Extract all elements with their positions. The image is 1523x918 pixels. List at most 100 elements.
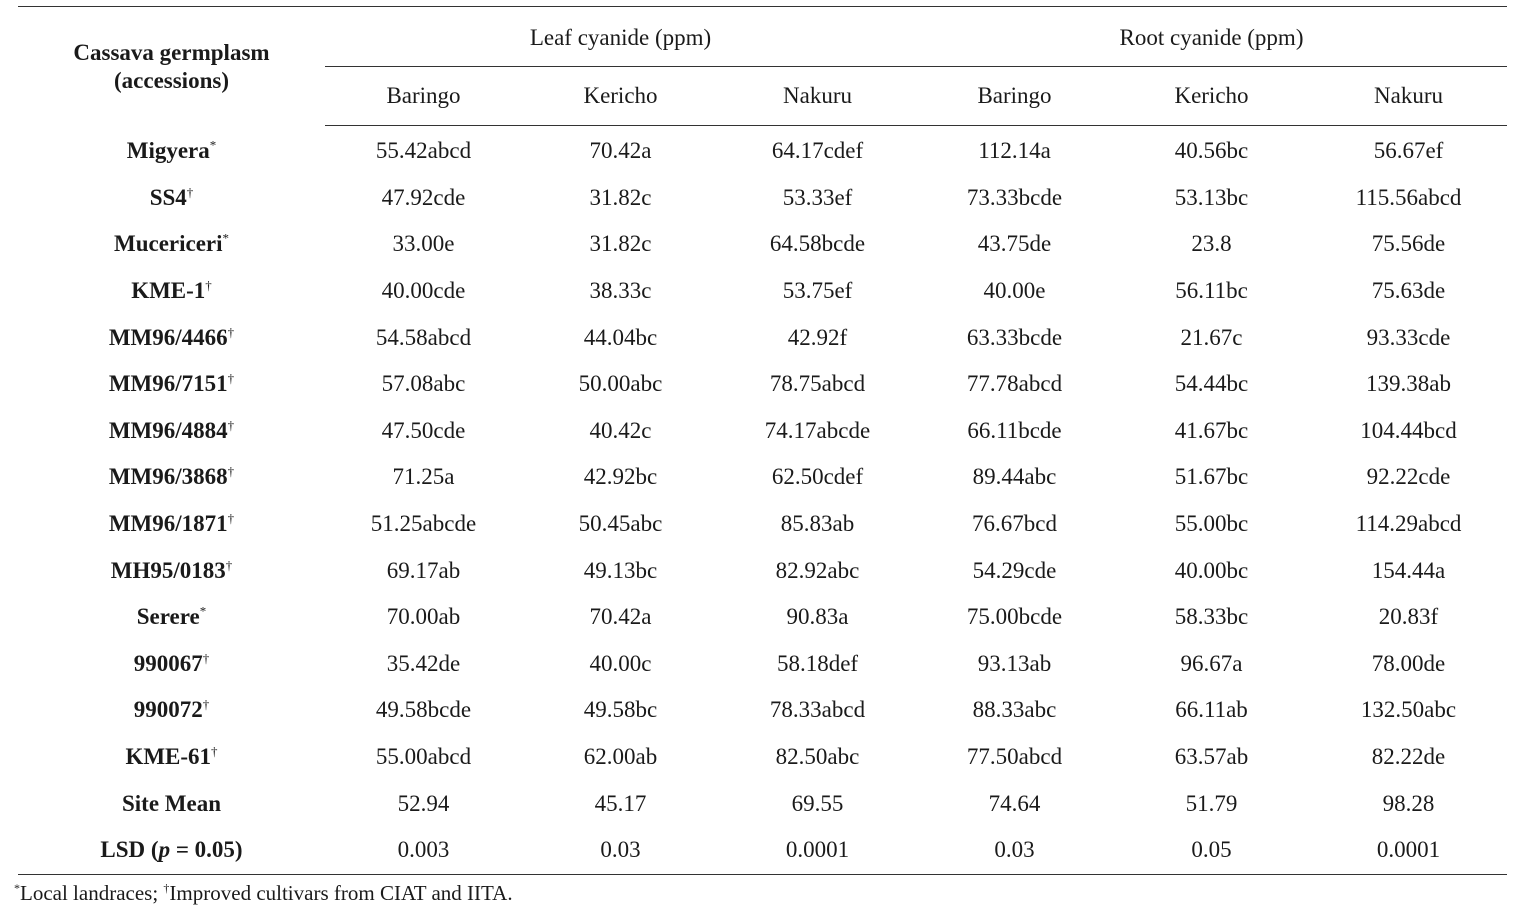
germplasm-column-header: Cassava germplasm (accessions) [18,6,325,126]
value-cell: 75.00bcde [966,604,1063,630]
value-cell: 93.33cde [1366,324,1451,350]
corner-line-1: Cassava germplasm [73,40,270,66]
corner-line-2: (accessions) [114,68,229,94]
table-row: MH95/0183† 69.17ab 49.13bc 82.92abc 54.29cde… [18,547,1507,594]
table-body: Migyera* 55.42abcd 70.42a 64.17cdef 112.14a 4… [18,126,1508,875]
value-cell: 31.82c [589,184,652,210]
value-cell: 75.56de [1371,231,1446,257]
site-header: Nakuru [719,66,916,126]
value-cell: 55.00abcd [375,744,472,770]
lsd-row: LSD (p = 0.05) 0.003 0.03 0.0001 0.03 0.05 0.0… [18,826,1508,875]
footnote-text-improved: Improved cultivars from CIAT and IITA. [169,881,513,905]
value-cell: 40.00cde [381,278,466,304]
value-cell: 40.42c [589,417,652,443]
data-table-container: Cassava germplasm (accessions) Leaf cyan… [18,6,1508,875]
value-cell: 96.67a [1180,650,1243,676]
lsd-value-cell: 0.03 [916,826,1113,875]
accession-mark: * [209,137,217,153]
value-cell: 51.79 [1185,790,1238,816]
value-cell: 82.92abc [775,557,860,583]
value-cell: 42.92bc [583,464,658,490]
site-header: Baringo [325,66,522,126]
site-header: Kericho [522,66,719,126]
table-row: Serere* 70.00ab 70.42a 90.83a 75.00bcde 58.33… [18,594,1507,641]
value-cell: 114.29abcd [1355,511,1462,537]
value-cell: 33.00e [392,231,455,257]
footnote-mark-improved: † [163,881,170,895]
value-cell: 69.17ab [386,557,461,583]
value-cell: 56.11bc [1175,278,1248,304]
value-cell: 53.33ef [782,184,853,210]
value-cell: 75.63de [1371,278,1446,304]
value-cell: 49.13bc [583,557,658,583]
value-cell: 88.33abc [972,697,1057,723]
value-cell: 66.11bcde [967,417,1062,443]
accession-name-cell: MM96/1871† [108,510,235,537]
value-cell: 85.83ab [780,511,855,537]
table-row: 990067† 35.42de 40.00c 58.18def 93.13ab 96.67… [18,641,1507,688]
value-cell: 132.50abc [1360,697,1457,723]
value-cell: 115.56abcd [1355,184,1462,210]
value-cell: 35.42de [386,650,461,676]
accession-name-cell: MM96/4884† [108,417,235,443]
accession-mark: † [202,650,210,666]
value-cell: 21.67c [1180,324,1243,350]
value-cell: 63.57ab [1174,744,1249,770]
accession-name-cell: Mucericeri* [113,230,230,257]
value-cell: 58.33bc [1174,604,1249,630]
table-footnote: *Local landraces; †Improved cultivars fr… [14,881,513,906]
accession-name-cell: Serere* [136,603,207,630]
accession-mark: * [199,603,207,619]
accession-name-cell: Migyera* [126,137,217,164]
table-row: 990072† 49.58bcde 49.58bc 78.33abcd 88.33abc… [18,687,1507,734]
value-cell: 47.50cde [381,417,466,443]
value-cell: 55.00bc [1174,511,1249,537]
value-cell: 98.28 [1382,790,1435,816]
accession-mark: † [205,277,212,293]
value-cell: 62.00ab [583,744,658,770]
value-cell: 64.58bcde [769,231,866,257]
accession-name-cell: MH95/0183† [110,556,233,583]
table-row: MM96/4466† 54.58abcd 44.04bc 42.92f 63.33bcd… [18,314,1507,361]
value-cell: 45.17 [594,790,647,816]
value-cell: 51.67bc [1174,464,1249,490]
value-cell: 54.29cde [972,557,1057,583]
table-row: KME-61† 55.00abcd 62.00ab 82.50abc 77.50abcd… [18,734,1507,781]
value-cell: 66.11ab [1175,697,1248,723]
value-cell: 104.44bcd [1360,417,1457,443]
value-cell: 54.44bc [1174,371,1249,397]
value-cell: 78.33abcd [769,697,866,723]
accession-name-cell: MM96/3868† [108,463,235,490]
root-cyanide-group-header: Root cyanide (ppm) [916,6,1508,67]
accession-mark: † [211,743,218,759]
value-cell: 70.42a [589,138,652,164]
value-cell: 44.04bc [583,324,658,350]
value-cell: 58.18def [776,650,859,676]
cyanide-table: Cassava germplasm (accessions) Leaf cyan… [18,6,1508,875]
value-cell: 51.25abcde [370,511,477,537]
accession-mark: † [227,370,235,386]
value-cell: 50.45abc [578,511,663,537]
accession-name-cell: 990067† [133,650,210,676]
value-cell: 139.38ab [1366,371,1451,397]
lsd-value-cell: 0.003 [325,826,522,875]
footnote-text-local: Local landraces; [20,881,164,905]
value-cell: 50.00abc [578,371,663,397]
value-cell: 112.14a [978,138,1051,164]
value-cell: 76.67bcd [972,511,1057,537]
value-cell: 52.94 [397,790,450,816]
accession-mark: † [202,696,210,712]
table-row: Migyera* 55.42abcd 70.42a 64.17cdef 112.14a 4… [18,126,1507,175]
value-cell: 47.92cde [381,184,466,210]
lsd-value-cell: 0.05 [1113,826,1310,875]
value-cell: 40.00bc [1174,557,1249,583]
accession-mark: † [227,324,235,340]
value-cell: 49.58bc [583,697,658,723]
value-cell: 53.13bc [1174,184,1249,210]
value-cell: 43.75de [977,231,1052,257]
value-cell: 31.82c [589,231,652,257]
value-cell: 74.17abcde [764,417,871,443]
lsd-label-cell: LSD (p = 0.05) [18,826,325,875]
value-cell: 38.33c [589,278,652,304]
value-cell: 70.42a [589,604,652,630]
